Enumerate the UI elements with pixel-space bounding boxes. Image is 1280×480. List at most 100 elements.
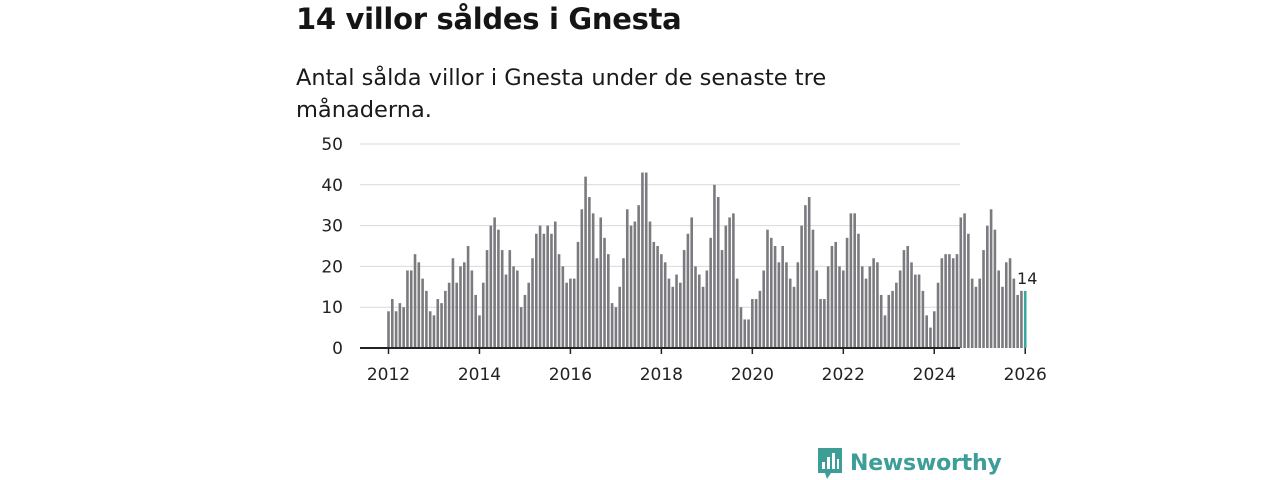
bar — [470, 270, 474, 348]
bar — [709, 237, 712, 348]
bar — [455, 282, 459, 348]
bar — [390, 299, 394, 348]
bar — [754, 299, 758, 348]
bar — [667, 278, 671, 348]
y-tick-label: 10 — [321, 298, 343, 318]
bar — [682, 250, 686, 348]
bar — [489, 225, 493, 348]
bar — [519, 307, 523, 348]
bar — [485, 250, 489, 348]
bar — [982, 250, 985, 348]
bar — [720, 250, 724, 348]
bar — [940, 258, 944, 348]
bar — [421, 278, 424, 348]
bar — [853, 213, 856, 348]
bar — [993, 229, 997, 348]
latest-value-label: 14 — [1017, 269, 1037, 288]
bar — [864, 278, 868, 348]
bar — [629, 225, 633, 348]
bar — [728, 217, 731, 348]
x-axis-ticks: 2012 2014 2016 2018 2020 2022 2024 2026 — [367, 348, 1047, 385]
bar — [444, 290, 447, 348]
bar — [633, 221, 637, 348]
bar — [625, 209, 629, 348]
x-tick-label: 2022 — [822, 365, 865, 385]
bar — [504, 274, 508, 348]
bars — [387, 172, 1027, 348]
chart-subtitle: Antal sålda villor i Gnesta under de sen… — [296, 65, 827, 123]
bar — [766, 229, 769, 348]
bar — [860, 266, 864, 348]
bar — [523, 294, 527, 348]
bar — [622, 258, 625, 348]
bar — [694, 266, 697, 348]
bar — [792, 286, 796, 348]
bar-chart-logo-icon — [818, 448, 842, 479]
bar — [493, 217, 496, 348]
bar — [417, 262, 421, 348]
bar — [807, 197, 811, 348]
bar — [762, 270, 766, 348]
bar — [732, 213, 735, 348]
y-tick-label: 40 — [321, 176, 343, 196]
x-tick-label: 2024 — [913, 365, 956, 385]
bar — [917, 274, 921, 348]
bar — [406, 270, 409, 348]
bar — [648, 221, 652, 348]
bar — [463, 262, 466, 348]
bar — [921, 290, 925, 348]
bar — [671, 286, 675, 348]
bar — [777, 262, 781, 348]
bar — [610, 303, 614, 348]
bar — [910, 262, 913, 348]
bar — [413, 254, 417, 348]
bar — [398, 303, 402, 348]
bar — [531, 258, 534, 348]
bar — [739, 307, 743, 348]
bar — [891, 290, 894, 348]
bar — [773, 246, 777, 348]
bar — [788, 278, 792, 348]
bar — [724, 225, 728, 348]
bar — [868, 266, 872, 348]
bar — [1004, 262, 1008, 348]
bar — [572, 278, 576, 348]
bar — [735, 278, 739, 348]
bar — [440, 303, 443, 348]
bar — [986, 225, 989, 348]
bar — [925, 315, 928, 348]
bar-latest — [1023, 290, 1027, 348]
bar — [402, 307, 405, 348]
bar — [584, 176, 587, 348]
bar — [811, 229, 815, 348]
bar — [895, 282, 898, 348]
y-tick-label: 30 — [321, 217, 343, 237]
bar — [705, 270, 709, 348]
bar — [614, 307, 618, 348]
bar — [970, 278, 974, 348]
x-tick-label: 2020 — [731, 365, 774, 385]
bar — [425, 290, 428, 348]
bar — [618, 286, 621, 348]
bar — [785, 262, 788, 348]
bar — [637, 205, 640, 348]
bar — [451, 258, 455, 348]
bar — [819, 299, 822, 348]
bar — [978, 278, 982, 348]
bar — [989, 209, 993, 348]
bar — [538, 225, 542, 348]
bar — [557, 254, 561, 348]
bar — [588, 197, 591, 348]
bar — [800, 225, 803, 348]
bar — [872, 258, 875, 348]
bar — [963, 213, 966, 348]
bar — [591, 213, 595, 348]
bar — [1012, 278, 1016, 348]
bar — [497, 229, 500, 348]
bar — [769, 237, 773, 348]
bar — [914, 274, 917, 348]
bar — [679, 282, 682, 348]
bar — [697, 274, 701, 348]
bar — [527, 282, 531, 348]
bar — [447, 282, 451, 348]
